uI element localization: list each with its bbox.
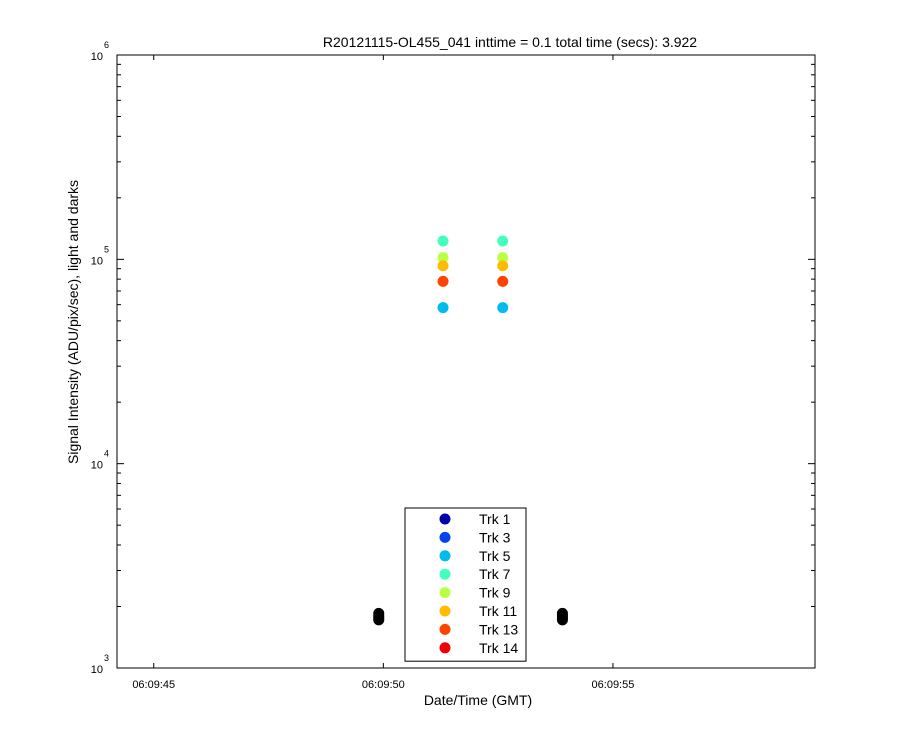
dark-data-point (373, 614, 385, 626)
legend-marker (439, 587, 451, 599)
y-axis-title: Signal Intensity (ADU/pix/sec), light an… (65, 180, 81, 464)
y-tick-label: 10 (91, 255, 103, 267)
legend-marker (439, 531, 451, 543)
y-tick-label: 10 (91, 51, 103, 63)
data-point-trk-9 (437, 252, 449, 264)
legend-label: Trk 5 (479, 548, 511, 564)
legend-label: Trk 13 (479, 621, 518, 637)
data-point-trk-13 (437, 275, 449, 287)
data-point-trk-7 (437, 235, 449, 247)
data-point-trk-11 (437, 260, 449, 272)
legend-label: Trk 14 (479, 640, 518, 656)
legend-label: Trk 7 (479, 566, 511, 582)
legend-label: Trk 1 (479, 511, 511, 527)
y-tick-exponent: 5 (104, 244, 109, 254)
data-point-trk-11 (497, 260, 509, 272)
y-tick-label: 10 (91, 664, 103, 676)
x-tick-label: 06:09:45 (132, 679, 175, 691)
legend-label: Trk 9 (479, 585, 511, 601)
chart-title: R20121115-OL455_041 inttime = 0.1 total … (323, 34, 697, 50)
legend: Trk 1 Trk 3 Trk 5 Trk 7 Trk 9 Trk 11 Trk 13 Trk… (404, 507, 527, 662)
x-tick-label: 06:09:55 (592, 679, 635, 691)
legend-label: Trk 3 (479, 529, 511, 545)
dark-data-point (556, 614, 568, 626)
legend-marker (439, 642, 451, 654)
legend-box (404, 507, 527, 662)
y-tick-exponent: 6 (104, 40, 109, 50)
legend-marker (439, 623, 451, 635)
legend-marker (439, 605, 451, 617)
plot-area (373, 235, 568, 626)
data-point-trk-9 (497, 252, 509, 264)
data-point-trk-5 (437, 302, 449, 314)
legend-marker (439, 513, 451, 525)
x-axis-title: Date/Time (GMT) (424, 692, 532, 708)
y-tick-exponent: 3 (104, 653, 109, 663)
y-tick-exponent: 4 (104, 449, 109, 459)
plot-frame (116, 54, 816, 669)
x-tick-label: 06:09:50 (362, 679, 405, 691)
legend-marker (439, 568, 451, 580)
legend-label: Trk 11 (479, 603, 517, 619)
y-tick-label: 10 (91, 460, 103, 472)
data-point-trk-5 (497, 302, 509, 314)
legend-marker (439, 550, 451, 562)
data-point-trk-13 (497, 275, 509, 287)
data-point-trk-7 (497, 235, 509, 247)
